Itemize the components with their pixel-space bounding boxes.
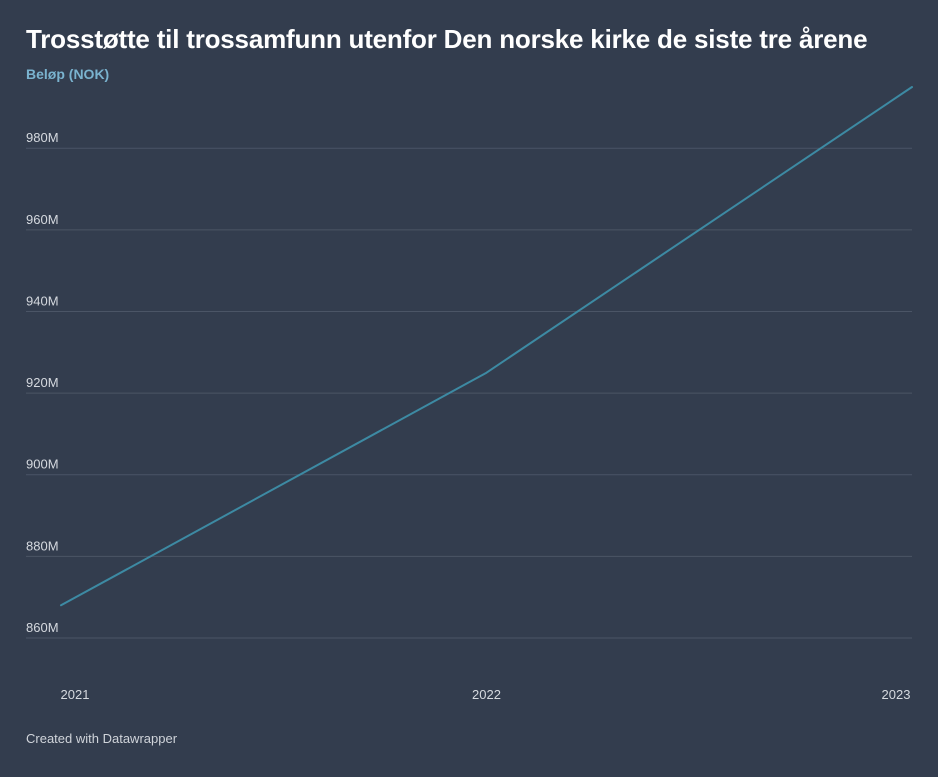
- y-tick-label: 920M: [26, 375, 59, 390]
- chart-title: Trosstøtte til trossamfunn utenfor Den n…: [26, 24, 868, 54]
- series-layer: [60, 86, 913, 607]
- x-axis-ticks: 2021 2022 2023: [61, 687, 911, 702]
- y-tick-label: 940M: [26, 293, 59, 308]
- x-tick-label: 2021: [61, 687, 90, 702]
- series-line: [60, 86, 913, 607]
- y-tick-label: 960M: [26, 212, 59, 227]
- x-tick-label: 2022: [472, 687, 501, 702]
- credit-text: Created with Datawrapper: [26, 731, 178, 746]
- y-axis-label: Beløp (NOK): [26, 66, 110, 82]
- y-tick-label: 860M: [26, 620, 59, 635]
- gridlines: [26, 147, 912, 639]
- y-tick-label: 880M: [26, 538, 59, 553]
- y-axis-ticks: 860M 880M 900M 920M 940M 960M 980M: [26, 130, 59, 635]
- y-tick-label: 900M: [26, 457, 59, 472]
- y-tick-label: 980M: [26, 130, 59, 145]
- x-tick-label: 2023: [882, 687, 911, 702]
